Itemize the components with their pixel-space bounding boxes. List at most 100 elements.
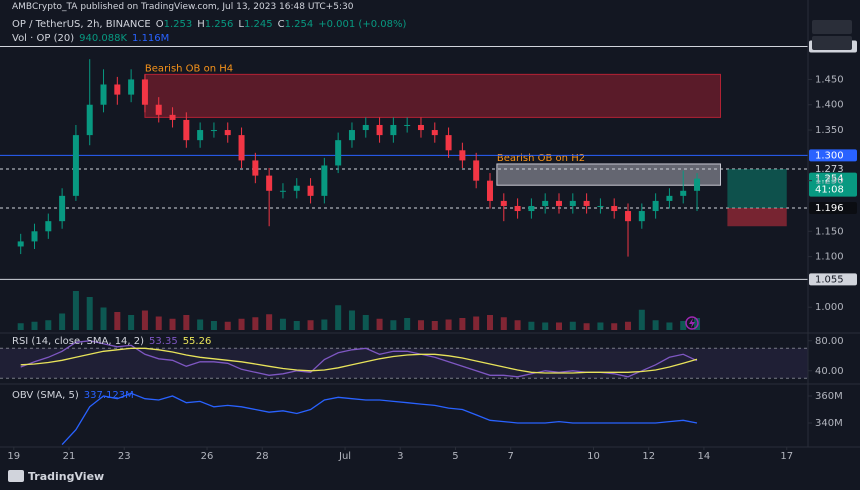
candle-body [307,185,314,196]
volume-bar [694,318,701,330]
candle-body [638,211,645,222]
volume-bar [417,320,424,330]
volume-bar [293,321,300,330]
candle-body [114,84,121,95]
zone-label: Bearish OB on H4 [145,63,233,74]
volume-bar [169,318,176,330]
obv-legend: OBV (SMA, 5) 337.123M [12,390,134,401]
brand-name: TradingView [28,470,104,483]
candle-body [59,195,66,222]
candle-body [279,190,286,192]
candle-body [542,200,549,206]
y-tick-label: 1.150 [815,226,844,237]
candle-body [17,241,24,247]
candle-body [652,200,659,212]
y-tick-label: 340M [815,418,843,429]
publisher: AMBCrypto_TA published on TradingView.co… [12,2,354,12]
candle-body [252,160,259,176]
candle-body [321,165,328,196]
volume-bar [666,322,673,330]
indicator-line [20,347,698,374]
candle-body [224,130,231,136]
volume-bar [680,321,687,330]
rsi-band [0,348,808,379]
obv-title: OBV (SMA, 5) [12,390,79,401]
volume-bar [307,320,314,330]
candle-body [514,205,521,212]
candle-body [597,205,604,207]
x-tick-label: Jul [338,451,351,462]
volume-bar [514,320,521,330]
volume-bar [362,315,369,330]
volume-bar [45,320,52,330]
candle-body [486,180,493,201]
candle-body [210,130,217,132]
ohlc-item: C1.254 [278,19,314,30]
volume-bar [390,320,397,330]
candle-body [197,130,204,141]
x-tick-label: 3 [397,451,403,462]
candle-body [404,124,411,126]
candle-body [376,124,383,136]
position-loss [727,208,787,227]
price-label: 1.300 [815,150,844,161]
volume-bar [376,318,383,330]
volume-bar [128,315,135,330]
price-label: 1.273 [815,164,844,175]
volume-bar [279,318,286,330]
alert-icon[interactable] [685,316,699,330]
candle-body [431,130,438,136]
candle-body [583,200,590,206]
candle-body [569,200,576,206]
candle-body [335,140,342,166]
y-tick-label: 1.250 [815,176,844,187]
ohlc-value: 1.256 [204,19,234,30]
last-price-box [809,172,857,197]
x-tick-label: 10 [587,451,600,462]
ohlc-value: 1.253 [163,19,193,30]
candle-body [31,231,38,242]
toolbar-button[interactable] [812,20,852,34]
volume-bar [486,315,493,330]
x-tick-label: 7 [508,451,514,462]
legend-value: 1.116M [132,33,170,44]
ohlc-key: L [238,19,244,30]
volume-legend: Vol · OP (20) 940.088K 1.116M [12,33,169,44]
ohlc-key: O [155,19,164,30]
candle-body [72,135,79,196]
volume-bar [638,309,645,330]
candle-body [528,205,535,212]
candle-body [141,79,148,105]
volume-bar [197,319,204,330]
candle-body [183,119,190,141]
x-tick-label: 12 [642,451,655,462]
volume-bar [72,291,79,330]
ohlc-value: 1.254 [284,19,314,30]
candle-body [445,135,452,151]
order-block-zone [144,73,721,118]
y-tick-label: 1.350 [815,125,844,136]
volume-bar [183,315,190,330]
volume-bar [500,317,507,330]
toolbar-button[interactable] [812,36,852,50]
price-label-box [809,202,857,215]
ohlc-item: O1.253 [156,19,193,30]
ohlc-key: H [197,19,205,30]
ohlc-value: 1.245 [243,19,273,30]
candle-body [459,150,466,161]
ohlc-item: L1.245 [238,19,272,30]
y-tick-label: 1.100 [815,252,844,263]
candle-body [155,104,162,115]
volume-bar [556,322,563,330]
volume-bar [652,320,659,330]
x-tick-label: 23 [118,451,131,462]
candle-body [473,160,480,181]
last-price-label: 1.254 [815,174,844,185]
volume-bar [17,323,24,330]
candle-body [556,200,563,206]
y-tick-label: 360M [815,391,843,402]
volume-bar [100,307,107,330]
candle-body [238,135,245,161]
volume-bar [348,310,355,330]
